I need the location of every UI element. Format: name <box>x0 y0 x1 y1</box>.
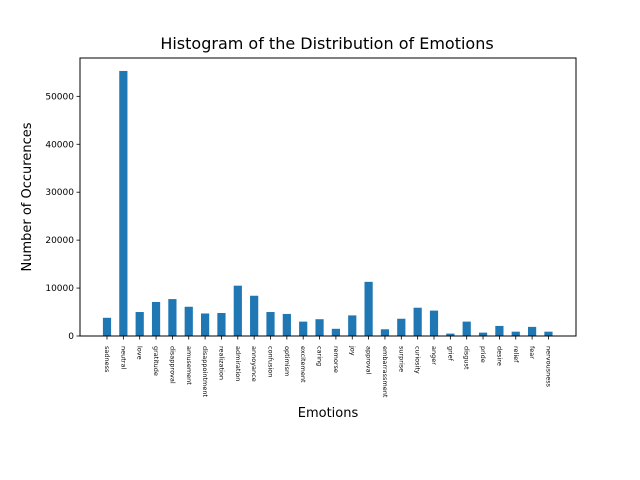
x-tick-label-remorse: remorse <box>332 346 340 373</box>
x-tick-label-confusion: confusion <box>267 346 275 377</box>
bar-annoyance <box>250 295 259 336</box>
y-tick-label: 50000 <box>45 92 74 102</box>
x-tick-label-curiosity: curiosity <box>414 346 422 374</box>
bar-curiosity <box>413 307 422 336</box>
bar-anger <box>429 310 439 336</box>
x-tick-label-disgust: disgust <box>463 346 471 370</box>
x-tick-label-amusement: amusement <box>185 346 193 385</box>
bar-nervousness <box>544 331 553 336</box>
x-tick-label-embarrassment: embarrassment <box>381 346 389 398</box>
x-tick-label-disappointment: disappointment <box>201 346 209 397</box>
x-tick-label-caring: caring <box>316 346 324 366</box>
x-tick-label-admiration: admiration <box>234 346 242 381</box>
bar-amusement <box>184 306 193 336</box>
y-axis-ticks: 0 10000 20000 30000 40000 50000 <box>45 92 80 342</box>
bar-realization <box>217 312 226 336</box>
bar-sadness <box>102 317 112 336</box>
bar-relief <box>511 331 520 336</box>
x-tick-label-realization: realization <box>217 346 225 380</box>
x-tick-label-anger: anger <box>430 346 438 365</box>
y-tick-label: 40000 <box>45 140 74 150</box>
bar-disapproval <box>168 299 177 336</box>
x-tick-label-optimism: optimism <box>283 346 291 376</box>
y-axis-label: Number of Occurences <box>20 122 35 271</box>
y-tick-label: 20000 <box>45 236 74 246</box>
bar-disgust <box>462 321 471 336</box>
x-tick-label-fear: fear <box>528 346 536 359</box>
y-tick-label: 0 <box>68 332 74 342</box>
bar-pride <box>478 332 488 336</box>
x-tick-label-neutral: neutral <box>119 346 127 369</box>
chart-title: Histogram of the Distribution of Emotion… <box>160 34 493 53</box>
bar-caring <box>315 319 324 336</box>
x-tick-label-relief: relief <box>512 346 520 363</box>
bar-remorse <box>331 328 340 336</box>
x-tick-label-desire: desire <box>495 346 503 366</box>
x-tick-label-love: love <box>136 346 144 360</box>
plot-frame <box>79 57 577 337</box>
bar-grief <box>446 333 455 336</box>
x-tick-label-nervousness: nervousness <box>544 346 552 388</box>
x-tick-label-pride: pride <box>479 346 487 363</box>
bar-neutral <box>119 70 128 336</box>
y-tick-label: 10000 <box>45 284 74 294</box>
bar-gratitude <box>151 301 161 336</box>
bar-joy <box>348 315 357 336</box>
x-tick-label-grief: grief <box>446 346 454 362</box>
x-tick-label-annoyance: annoyance <box>250 346 258 382</box>
bar-excitement <box>299 321 308 336</box>
x-tick-label-sadness: sadness <box>103 346 111 373</box>
x-axis-label: Emotions <box>298 406 359 421</box>
bar-admiration <box>233 285 242 336</box>
x-tick-label-disapproval: disapproval <box>168 346 176 384</box>
bar-approval <box>364 281 373 336</box>
x-axis-ticks: sadness neutral love gratitude disapproval am… <box>103 336 552 398</box>
bar-embarrassment <box>380 329 390 336</box>
bar-optimism <box>282 313 291 336</box>
y-tick-label: 30000 <box>45 188 74 198</box>
bar-disappointment <box>201 313 210 336</box>
x-tick-label-joy: joy <box>348 345 356 356</box>
x-tick-label-approval: approval <box>365 346 373 375</box>
x-tick-label-excitement: excitement <box>299 346 307 383</box>
bar-surprise <box>397 318 406 336</box>
bar-love <box>135 312 144 336</box>
bars-group <box>102 70 553 336</box>
bar-desire <box>495 325 504 336</box>
bar-confusion <box>266 312 275 336</box>
x-tick-label-surprise: surprise <box>397 346 405 372</box>
bar-fear <box>528 326 537 336</box>
x-tick-label-gratitude: gratitude <box>152 346 160 376</box>
